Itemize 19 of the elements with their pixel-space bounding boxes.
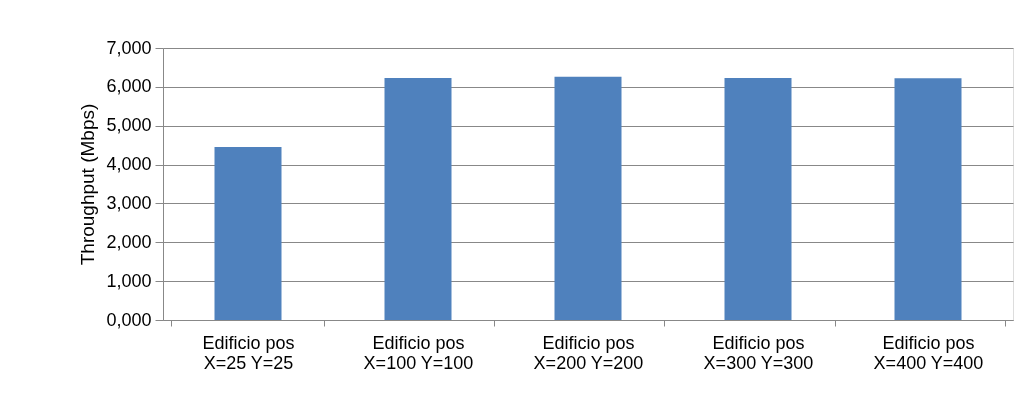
y-tick-label: 5,000	[106, 115, 152, 136]
bar	[724, 77, 792, 320]
y-tick-label: 2,000	[106, 231, 152, 252]
x-tick-label: Edificio pos X=100 Y=100	[363, 332, 474, 373]
y-axis-title: Throughput (Mbps)	[77, 103, 99, 266]
x-tick-label: Edificio pos X=400 Y=400	[873, 332, 984, 373]
x-tick-label: Edificio pos X=25 Y=25	[202, 332, 295, 373]
bar	[214, 147, 282, 320]
x-tick-label: Edificio pos X=200 Y=200	[533, 332, 644, 373]
y-tick-label: 7,000	[106, 37, 152, 58]
y-tick-label: 3,000	[106, 192, 152, 213]
y-tick-label: 6,000	[106, 76, 152, 97]
y-tick-label: 4,000	[106, 154, 152, 175]
y-tick-label: 1,000	[106, 270, 152, 291]
bar	[554, 76, 622, 320]
bar	[894, 78, 962, 320]
x-tick-label: Edificio pos X=300 Y=300	[703, 332, 814, 373]
y-tick-label: 0,000	[106, 309, 152, 330]
bar	[384, 77, 452, 320]
